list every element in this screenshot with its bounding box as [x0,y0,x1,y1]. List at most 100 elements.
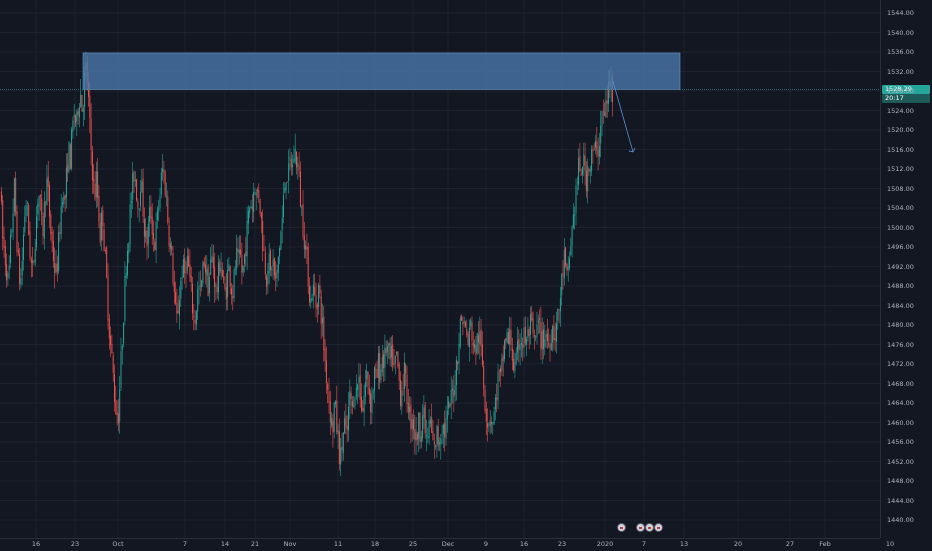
y-tick-label: 1508.00 [887,184,914,193]
candle [416,431,418,446]
candle [202,260,204,288]
candle [43,191,45,250]
x-tick-label: Dec [441,540,455,548]
candle [104,247,106,255]
candle [315,282,317,318]
candle [566,262,568,276]
y-tick-label: 1488.00 [887,282,914,290]
candle [54,247,56,289]
candle [475,335,477,366]
candle [28,202,30,236]
x-tick-label: 16 [519,540,529,548]
candle [406,365,408,413]
candle [103,222,105,252]
candle [548,328,550,348]
event-flag-icon[interactable] [617,523,626,532]
y-tick-label: 1484.00 [887,301,914,310]
candle [405,362,407,387]
candle [68,141,70,174]
candle [82,104,84,127]
candle [95,161,97,209]
candle [576,176,578,196]
candle [489,410,491,435]
candle [441,424,443,445]
candle [557,308,559,331]
candle [120,337,122,392]
x-tick-label: 14 [220,540,230,548]
candle [99,212,101,247]
x-tick-label: 18 [370,540,380,548]
candle [498,369,500,382]
candle [545,329,547,348]
candle [524,316,526,346]
candle [112,352,114,382]
candle [69,142,71,170]
candle [452,379,453,404]
resistance-zone[interactable] [82,52,681,90]
candle [276,264,278,288]
candle [6,253,8,288]
candle [193,303,195,331]
candle [110,326,112,358]
time-axis[interactable]: 16 23 Oct 7 14 21 Nov 11 18 25 Dec 9 16 23 2020 7 13 20 27… [0,538,894,551]
y-tick-label: 1464.00 [887,399,914,407]
candle [141,169,143,193]
candle [89,82,91,134]
candle [575,178,577,226]
candle [125,265,127,287]
candle [604,102,606,117]
candle [302,189,304,241]
candle [496,383,498,413]
candle [544,324,546,356]
candle [549,334,551,362]
candle [381,345,383,377]
candle [351,396,353,415]
event-flag-icon[interactable] [654,523,663,532]
candle [323,305,325,362]
candle [267,262,269,294]
candle [273,257,275,281]
candle [428,408,430,445]
candle [218,255,219,301]
candle [528,326,530,350]
candle [55,249,57,276]
candle [17,242,19,256]
candle [97,157,99,207]
candle [167,190,169,225]
candle [400,371,401,410]
candle [476,332,478,355]
candle [470,317,472,330]
candle [435,444,437,450]
bar-countdown-label: 20:17 [882,94,930,104]
candle [371,386,373,424]
candle [420,430,422,449]
candle [163,160,165,184]
candle [102,205,104,241]
candle [471,316,473,354]
candle [423,395,425,430]
candle [75,114,76,128]
candle [377,345,379,390]
candle [210,247,212,276]
projection-arrow[interactable] [612,81,636,153]
candle [316,302,318,323]
candle [468,319,470,362]
candle [143,207,145,249]
candle [246,206,248,271]
candle [484,385,486,414]
candle [229,265,231,295]
candle [184,248,186,284]
candle [375,363,377,379]
y-tick-label: 1492.00 [887,262,914,271]
candle [454,370,456,402]
event-flag-icon[interactable] [636,523,645,532]
candle [140,179,141,212]
candle [324,338,326,372]
candle [194,310,196,330]
candle [354,396,356,410]
candle [414,415,416,455]
candle [214,252,216,303]
event-flag-icon[interactable] [645,523,654,532]
price-axis[interactable]: 1528.29 20:17 1544.00 1540.00 1536.00 1532.… [880,0,932,538]
